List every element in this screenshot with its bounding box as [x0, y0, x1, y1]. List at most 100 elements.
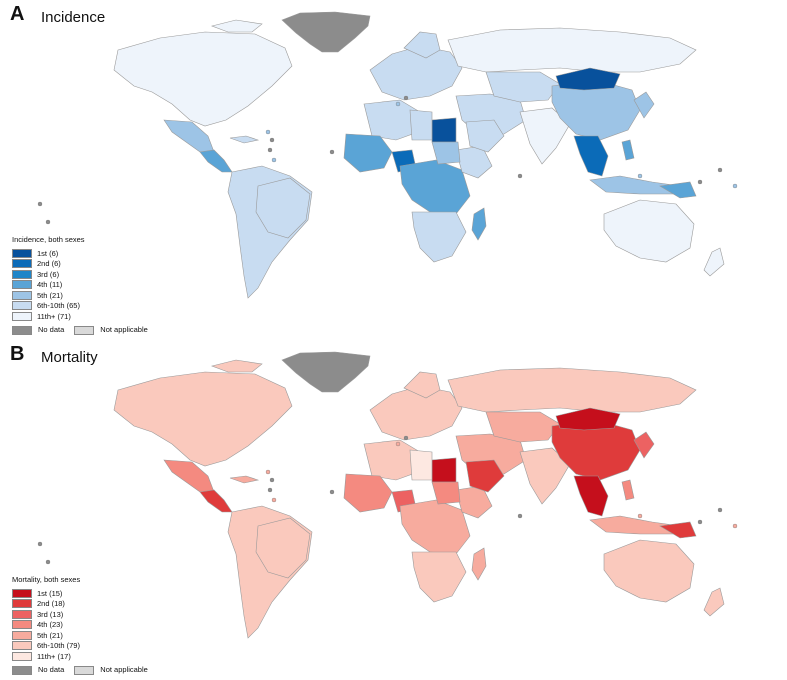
- island-marker: [395, 441, 401, 447]
- country-region-india: [519, 107, 571, 165]
- legend-swatch: [12, 259, 32, 269]
- country-region-libya: [409, 449, 433, 481]
- legend-class: 4th (23): [12, 620, 158, 631]
- legend-label: 5th (21): [37, 290, 63, 300]
- legend-swatch: [12, 269, 32, 279]
- country-region-greenland: [281, 11, 371, 53]
- country-region-new-zealand: [703, 247, 725, 277]
- legend-swatch: [74, 665, 95, 675]
- island-marker: [37, 541, 43, 547]
- island-marker: [403, 95, 409, 101]
- country-region-southern-africa: [411, 211, 467, 263]
- country-region-central-asia: [485, 71, 561, 103]
- legend-label: No data: [38, 325, 65, 335]
- country-region-caribbean: [229, 135, 260, 144]
- legend-not-applicable: Not applicable: [74, 325, 148, 335]
- country-region-egypt: [431, 457, 457, 483]
- incidence-world-map: [37, 11, 738, 299]
- legend-swatch: [12, 665, 32, 675]
- legend-class: 2nd (18): [12, 599, 158, 610]
- panel-title: Incidence: [41, 9, 106, 26]
- legend-label: 3rd (6): [37, 269, 60, 279]
- country-region-papua-new-guinea: [659, 521, 697, 539]
- country-region-canadian-islands: [210, 359, 263, 373]
- island-marker: [517, 173, 523, 179]
- island-marker: [717, 167, 723, 173]
- legend-swatch: [12, 630, 32, 640]
- island-marker: [265, 469, 271, 475]
- country-region-philippines: [621, 139, 635, 161]
- country-region-central-america: [199, 489, 233, 513]
- legend-swatch: [12, 311, 32, 321]
- island-marker: [269, 137, 275, 143]
- island-marker: [329, 489, 335, 495]
- country-region-scandinavia: [403, 31, 441, 59]
- country-region-brazil: [255, 177, 311, 239]
- country-region-mongolia: [555, 407, 621, 431]
- island-marker: [697, 179, 703, 185]
- legend-class: 1st (6): [12, 248, 158, 259]
- legend-class: 3rd (6): [12, 269, 158, 280]
- country-region-sudan: [431, 481, 461, 505]
- panel-letter: A: [10, 3, 25, 25]
- island-marker: [267, 487, 273, 493]
- island-marker: [395, 101, 401, 107]
- legend-swatch: [12, 325, 32, 335]
- legend-class: 2nd (6): [12, 259, 158, 270]
- legend-swatch: [12, 620, 32, 630]
- legend-no-data: No data: [12, 325, 65, 335]
- legend-label: Not applicable: [100, 325, 148, 335]
- island-marker: [271, 157, 277, 163]
- legend-no-data: No data: [12, 665, 65, 675]
- legend-class: 1st (15): [12, 588, 158, 599]
- legend-label: 5th (21): [37, 630, 63, 640]
- legend-class: 11th+ (17): [12, 651, 158, 662]
- country-region-libya: [409, 109, 433, 141]
- country-region-russia: [447, 27, 697, 73]
- legend-label: No data: [38, 665, 65, 675]
- country-region-southeast-asia: [573, 475, 609, 517]
- legend-label: 11th+ (71): [37, 311, 71, 321]
- island-marker: [45, 219, 51, 225]
- country-region-north-america: [113, 371, 293, 467]
- country-region-papua-new-guinea: [659, 181, 697, 199]
- mortality-world-map: [37, 351, 738, 639]
- country-region-central-africa: [399, 159, 471, 215]
- legend-title: Mortality, both sexes: [12, 575, 81, 584]
- country-region-southeast-asia: [573, 135, 609, 177]
- island-marker: [517, 513, 523, 519]
- island-marker: [637, 173, 643, 179]
- legend-swatch: [12, 641, 32, 651]
- country-region-russia: [447, 367, 697, 413]
- country-region-southern-africa: [411, 551, 467, 603]
- panel-letter: B: [10, 343, 25, 365]
- legend-swatch: [12, 609, 32, 619]
- country-region-central-america: [199, 149, 233, 173]
- legend-swatch: [12, 651, 32, 661]
- legend-class: 5th (21): [12, 630, 158, 641]
- legend-label: 2nd (18): [37, 599, 65, 608]
- legend-swatch: [12, 301, 32, 311]
- country-region-brazil: [255, 517, 311, 579]
- country-region-japan-korea: [633, 431, 655, 459]
- island-marker: [267, 147, 273, 153]
- country-region-west-africa: [343, 473, 393, 513]
- country-region-madagascar: [471, 547, 487, 581]
- country-region-mongolia: [555, 67, 621, 91]
- legend-label: 1st (15): [37, 588, 63, 598]
- legend-not-applicable: Not applicable: [74, 665, 148, 675]
- island-marker: [329, 149, 335, 155]
- country-region-west-africa: [343, 133, 393, 173]
- island-marker: [732, 523, 738, 529]
- legend-label: 6th-10th (65): [37, 301, 80, 310]
- legend-label: 1st (6): [37, 248, 59, 258]
- country-region-australia: [603, 539, 695, 603]
- country-region-caribbean: [229, 475, 260, 484]
- island-marker: [403, 435, 409, 441]
- legend-swatch: [12, 599, 32, 609]
- mortality-panel: B Mortality Mortality, both sexes 1st (1…: [0, 340, 787, 680]
- legend-title: Incidence, both sexes: [12, 235, 85, 244]
- legend-class: 6th-10th (65): [12, 301, 158, 312]
- country-region-sudan: [431, 141, 461, 165]
- legend-footer: No data Not applicable: [12, 325, 158, 336]
